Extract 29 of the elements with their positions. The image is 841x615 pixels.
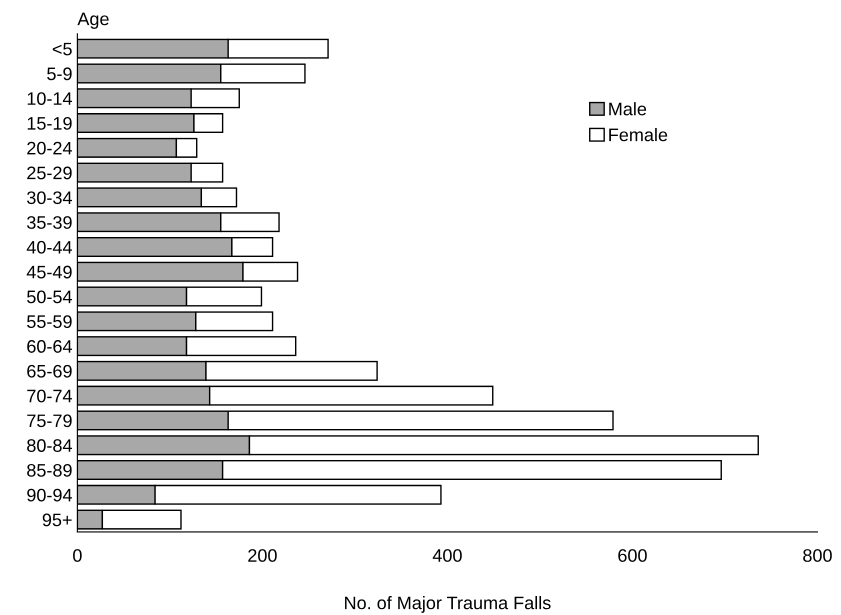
- legend-label: Female: [609, 128, 668, 142]
- y-tick-label: 35-39: [27, 216, 72, 229]
- x-tick-label: 200: [248, 549, 277, 562]
- y-tick-label: 80-84: [27, 439, 72, 452]
- x-tick-label: 0: [73, 549, 82, 562]
- y-tick-label: 20-24: [27, 142, 72, 155]
- y-tick-label: 60-64: [27, 340, 72, 353]
- y-tick-label: 55-59: [27, 315, 72, 328]
- y-tick-label: 40-44: [26, 240, 72, 254]
- y-tick-label: 50-54: [27, 290, 72, 304]
- x-tick-label: 400: [432, 549, 462, 562]
- y-tick-label: 5-9: [47, 67, 72, 80]
- y-tick-label: 65-69: [27, 364, 72, 378]
- legend-label: Male: [609, 102, 646, 116]
- y-tick-label: 25-29: [27, 166, 72, 180]
- x-tick-label: 800: [803, 549, 832, 562]
- y-tick-label: 70-74: [27, 390, 72, 402]
- y-tick-label: 85-89: [27, 464, 72, 477]
- y-tick-label: <5: [52, 42, 72, 56]
- y-tick-label: 10-14: [28, 92, 72, 105]
- y-tick-label: 90-94: [27, 488, 72, 502]
- x-axis-title: No. of Major Trauma Falls: [345, 596, 551, 613]
- y-axis-title: Age: [77, 12, 109, 29]
- y-tick-label: 30-34: [27, 191, 72, 204]
- y-tick-label: 75-79: [27, 414, 72, 428]
- y-tick-label: 95+: [42, 514, 72, 526]
- y-tick-label: 15-19: [28, 116, 72, 130]
- x-tick-label: 600: [618, 549, 647, 562]
- y-tick-label: 45-49: [26, 266, 72, 278]
